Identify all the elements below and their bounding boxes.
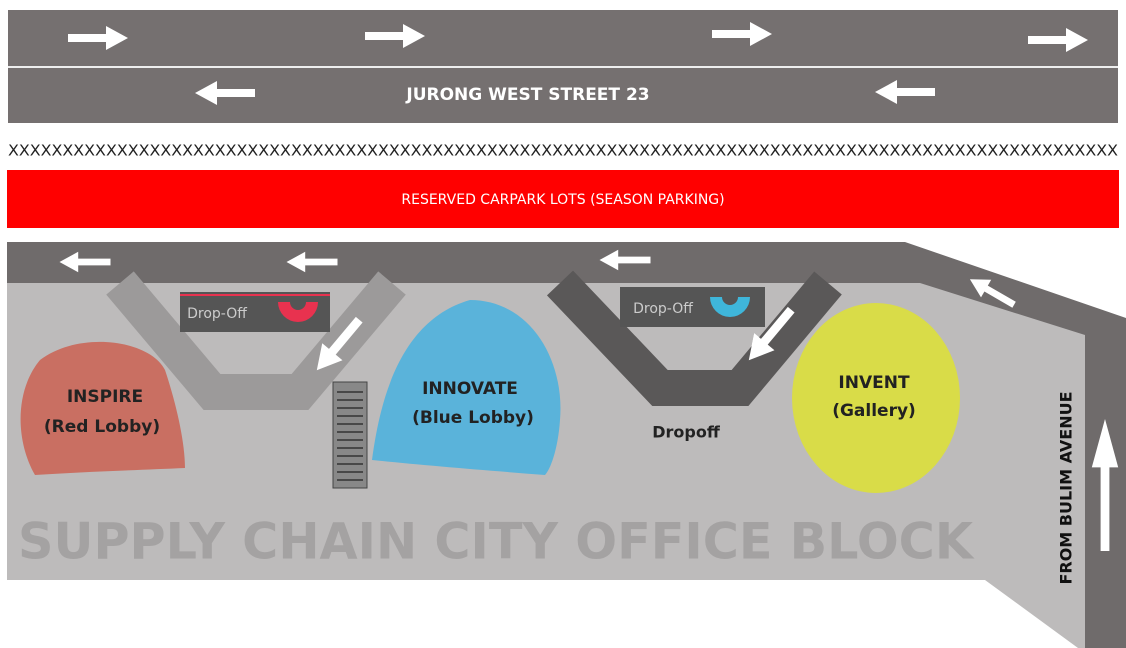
entrance-label: FROM BULIM AVENUE [1057,391,1076,584]
sign-label: Drop-Off [187,306,247,322]
lobby-subtitle: (Red Lobby) [44,417,160,437]
lobby-name: INVENT [838,373,910,393]
lobby-subtitle: (Blue Lobby) [412,408,534,428]
blue-lobby [372,300,561,475]
lobby-name: INSPIRE [67,387,143,407]
sign-icon [278,302,318,322]
staircase [332,381,368,489]
red-lobby [20,341,185,475]
street-name: JURONG WEST STREET 23 [405,85,649,105]
reserved-label: RESERVED CARPARK LOTS (SEASON PARKING) [401,192,724,208]
gallery [792,303,960,493]
sign-label: Drop-Off [633,301,693,317]
access-road [7,242,1126,648]
lobby-name: INNOVATE [422,379,518,399]
sign-icon [710,297,750,317]
lobby-subtitle: (Gallery) [832,401,916,421]
dropoff-lane [546,270,842,406]
barrier: XXXXXXXXXXXXXXXXXXXXXXXXXXXXXXXXXXXXXXXX… [8,142,1118,160]
building-name: SUPPLY CHAIN CITY OFFICE BLOCK [18,513,975,571]
dropoff-label: Dropoff [652,423,721,442]
reserved-lots [7,170,1119,228]
